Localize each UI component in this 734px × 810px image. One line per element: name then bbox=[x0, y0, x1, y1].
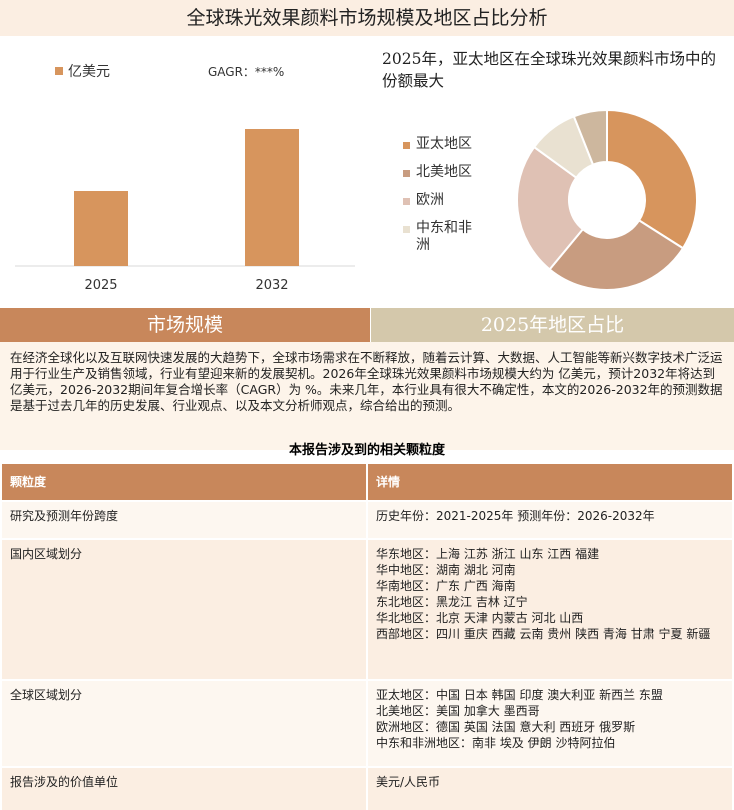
legend-swatch bbox=[403, 226, 410, 233]
pie-slice bbox=[516, 145, 585, 271]
pie-legend: 亚太地区北美地区欧洲中东和非洲 bbox=[403, 136, 493, 265]
pie-chart bbox=[516, 108, 698, 291]
detail-line: 美元/人民币 bbox=[376, 775, 441, 789]
table-row: 全球区域划分 亚太地区：中国 日本 韩国 印度 澳大利亚 新西兰 东盟 北美地区：美… bbox=[0, 679, 734, 768]
legend-swatch bbox=[55, 67, 63, 75]
detail-line: 中东和非洲地区：南非 埃及 伊朗 沙特阿拉伯 bbox=[376, 736, 616, 750]
table-header: 颗粒度 详情 bbox=[0, 462, 734, 502]
pie-slice bbox=[548, 218, 685, 291]
page-title: 全球珠光效果颜料市场规模及地区占比分析 bbox=[0, 0, 734, 36]
legend-item: 中东和非洲 bbox=[403, 220, 493, 254]
legend-label: 亿美元 bbox=[68, 64, 110, 80]
bar bbox=[245, 129, 299, 266]
detail-line: 东北地区：黑龙江 吉林 辽宁 bbox=[376, 595, 528, 609]
legend-item: 北美地区 bbox=[403, 164, 493, 181]
description: 在经济全球化以及互联网快速发展的大趋势下，全球市场需求在不断释放，随着云计算、大… bbox=[0, 342, 734, 450]
legend-label: 中东和非洲 bbox=[416, 220, 472, 253]
bar bbox=[74, 191, 128, 266]
banner: 2025年地区占比 bbox=[371, 308, 734, 342]
legend-label: 亚太地区 bbox=[416, 136, 472, 152]
row-detail: 美元/人民币 bbox=[366, 766, 734, 810]
row-label: 报告涉及的价值单位 bbox=[0, 766, 368, 810]
row-label: 国内区域划分 bbox=[0, 538, 368, 681]
header-cell: 详情 bbox=[366, 462, 734, 502]
banner: 市场规模 bbox=[0, 308, 370, 342]
detail-line: 华东地区：上海 江苏 浙江 山东 江西 福建 bbox=[376, 547, 600, 561]
table: 颗粒度 详情 研究及预测年份跨度 历史年份：2021-2025年 预测年份：202… bbox=[0, 462, 734, 810]
pie-slice bbox=[606, 108, 698, 250]
pie-title: 2025年，亚太地区在全球珠光效果颜料市场中的份额最大 bbox=[382, 50, 716, 90]
table-row: 国内区域划分 华东地区：上海 江苏 浙江 山东 江西 福建 华中地区：湖南 湖北 河… bbox=[0, 538, 734, 681]
detail-line: 亚太地区：中国 日本 韩国 印度 澳大利亚 新西兰 东盟 bbox=[376, 688, 663, 702]
row-label: 研究及预测年份跨度 bbox=[0, 500, 368, 540]
header-cell: 颗粒度 bbox=[0, 462, 368, 502]
detail-line: 北美地区：美国 加拿大 墨西哥 bbox=[376, 704, 540, 718]
detail-line: 华南地区：广东 广西 海南 bbox=[376, 579, 516, 593]
row-label: 全球区域划分 bbox=[0, 679, 368, 768]
legend-swatch bbox=[403, 198, 410, 205]
detail-line: 华北地区：北京 天津 内蒙古 河北 山西 bbox=[376, 611, 584, 625]
x-tick-label: 2032 bbox=[255, 278, 288, 293]
legend-item: 亚太地区 bbox=[403, 136, 493, 153]
table-caption: 本报告涉及到的相关颗粒度 bbox=[288, 443, 445, 458]
legend-swatch bbox=[403, 170, 410, 177]
bar-chart: 亿美元 GAGR：***% 2025 2032 bbox=[15, 64, 355, 293]
legend-label: 欧洲 bbox=[416, 192, 444, 208]
legend-item: 欧洲 bbox=[403, 192, 493, 209]
row-detail: 亚太地区：中国 日本 韩国 印度 澳大利亚 新西兰 东盟 北美地区：美国 加拿大 … bbox=[366, 679, 734, 768]
detail-line: 华中地区：湖南 湖北 河南 bbox=[376, 563, 516, 577]
annotation: GAGR：***% bbox=[208, 65, 284, 79]
legend-label: 北美地区 bbox=[416, 164, 472, 180]
pie-slice bbox=[572, 108, 608, 166]
detail-line: 西部地区：四川 重庆 西藏 云南 贵州 陕西 青海 甘肃 宁夏 新疆 bbox=[376, 627, 711, 641]
table-row: 研究及预测年份跨度 历史年份：2021-2025年 预测年份：2026-2032年 bbox=[0, 500, 734, 540]
row-detail: 历史年份：2021-2025年 预测年份：2026-2032年 bbox=[366, 500, 734, 540]
detail-line: 欧洲地区：德国 英国 法国 意大利 西班牙 俄罗斯 bbox=[376, 720, 636, 734]
detail-line: 历史年份：2021-2025年 预测年份：2026-2032年 bbox=[376, 509, 655, 523]
legend-swatch bbox=[403, 142, 410, 149]
x-tick-label: 2025 bbox=[84, 278, 117, 293]
row-detail: 华东地区：上海 江苏 浙江 山东 江西 福建 华中地区：湖南 湖北 河南 华南地区：… bbox=[366, 538, 734, 681]
table-row: 报告涉及的价值单位 美元/人民币 bbox=[0, 766, 734, 810]
